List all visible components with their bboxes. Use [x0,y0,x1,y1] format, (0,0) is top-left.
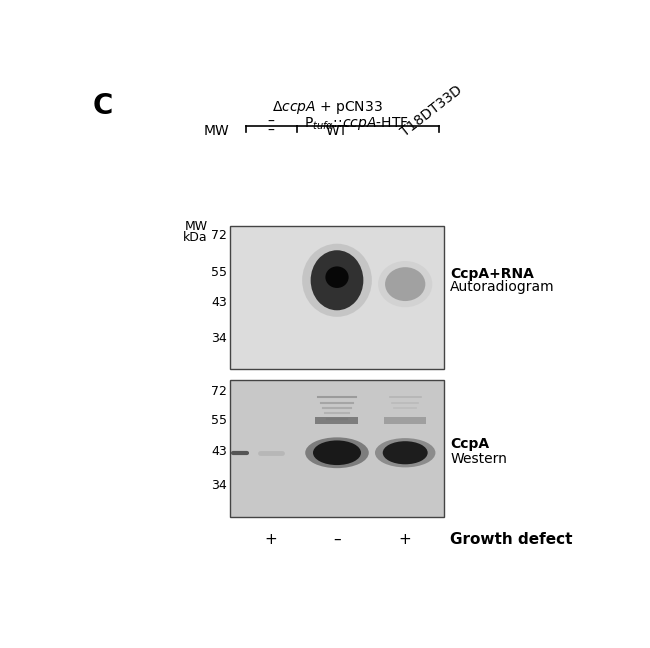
FancyBboxPatch shape [315,417,358,424]
Ellipse shape [378,261,432,307]
Ellipse shape [383,441,428,465]
Text: WT: WT [326,124,348,138]
Text: Autoradiogram: Autoradiogram [450,280,555,294]
Text: MW: MW [185,220,207,233]
Text: kDa: kDa [183,231,207,244]
Text: Growth defect: Growth defect [450,532,573,548]
FancyBboxPatch shape [230,226,444,369]
Text: T18DT33D: T18DT33D [398,83,465,139]
Text: CcpA+RNA: CcpA+RNA [450,267,534,281]
Text: Western: Western [450,452,507,466]
Text: C: C [93,91,113,120]
Ellipse shape [306,437,369,468]
Text: +: + [399,532,411,548]
Text: –: – [333,532,341,548]
Text: MW: MW [204,124,229,138]
Text: 34: 34 [211,332,227,345]
Text: 55: 55 [211,266,227,279]
Text: 34: 34 [211,480,227,492]
Ellipse shape [385,267,425,301]
Text: $\mathit{\Delta}$$\mathit{ccpA}$ + pCN33: $\mathit{\Delta}$$\mathit{ccpA}$ + pCN33 [272,99,383,117]
Ellipse shape [375,438,436,467]
Ellipse shape [326,266,348,288]
Ellipse shape [313,441,361,465]
Text: CcpA: CcpA [450,437,489,450]
Text: –: – [268,115,274,129]
Text: 72: 72 [211,229,227,242]
Text: P$_{\mathit{tuf\alpha}}$::$\mathit{ccpA}$-HTF: P$_{\mathit{tuf\alpha}}$::$\mathit{ccpA}… [304,115,409,132]
FancyBboxPatch shape [384,417,426,424]
Text: 72: 72 [211,385,227,398]
Ellipse shape [311,250,363,310]
Text: 55: 55 [211,414,227,427]
Text: +: + [265,532,278,548]
Ellipse shape [302,244,372,317]
Text: –: – [268,124,274,138]
Text: 43: 43 [211,445,227,457]
FancyBboxPatch shape [230,380,444,516]
Text: 43: 43 [211,296,227,309]
